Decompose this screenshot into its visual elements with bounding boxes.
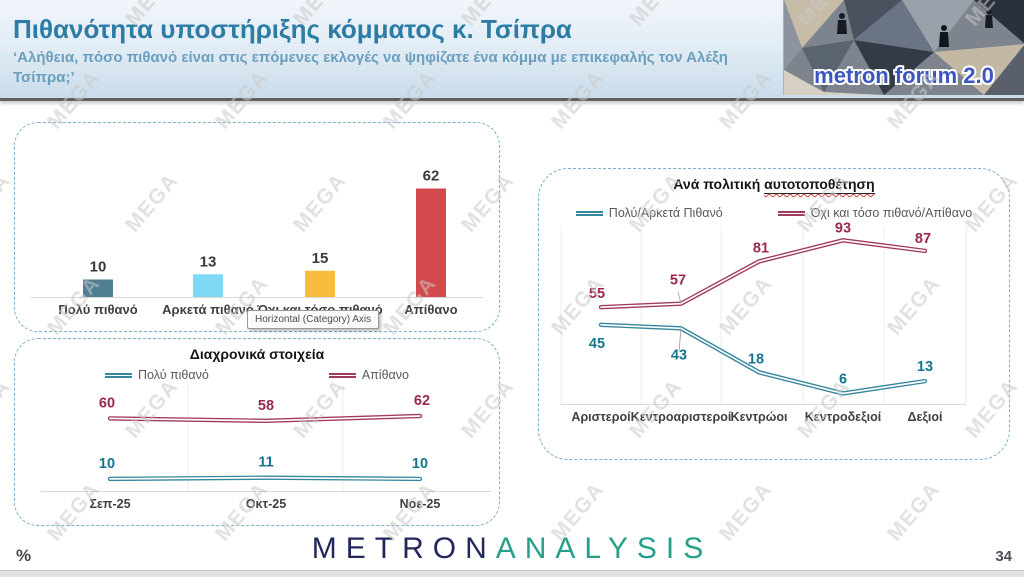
x-axis-label: Νοε-25 [400,497,441,511]
chart-title-political: Ανά πολιτική αυτοτοποθέτηση [539,176,1009,194]
page-title: Πιθανότητα υποστήριξης κόμματος κ. Τσίπρ… [13,14,572,44]
x-axis-label: Κεντρώοι [731,410,788,424]
data-label: 13 [917,359,933,375]
bar-value-label: 10 [90,259,107,276]
political-line-chart[interactable]: Αριστεροί Κεντροαριστεροί Κεντρώοι Κεντροδε… [539,169,1009,459]
chart-title-underlined: αυτοτοποθέτηση [764,176,875,194]
legend-time-series: Πολύ πιθανό Απίθανο [15,368,499,382]
bar-category-label: Απίθανο [404,302,457,317]
legend-label: Απίθανο [361,368,409,382]
data-label: 11 [258,455,273,471]
legend-political: Πολύ/Αρκετά Πιθανό Όχι και τόσο πιθανό/Α… [539,206,1009,220]
bar-value-label: 15 [312,250,329,267]
legend-swatch-red [777,210,805,216]
axis-tooltip: Horizontal (Category) Axis [247,310,380,329]
data-label: 62 [414,393,430,409]
data-label: 93 [835,220,851,236]
x-axis-label: Κεντροαριστεροί [631,410,732,424]
legend-label: Όχι και τόσο πιθανό/Απίθανο [810,206,973,220]
brand-analysis: ANALYSIS [495,532,713,565]
label-leader-line [677,291,682,304]
label-leader-line [678,328,682,352]
bar-value-label: 62 [423,168,440,185]
footer-bar [0,570,1024,577]
data-label: 6 [839,371,847,387]
legend-item: Πολύ πιθανό [105,368,209,382]
x-axis-label: Αριστεροί [571,410,631,424]
data-label: 81 [753,240,769,256]
bar-value-label: 13 [200,253,217,270]
x-axis-label: Δεξιοί [907,410,943,424]
percent-label: % [16,546,32,565]
data-label: 18 [748,351,764,367]
data-label: 10 [412,456,428,472]
data-label: 43 [671,347,687,363]
data-label: 10 [99,456,115,472]
data-label: 57 [670,273,686,289]
brand-metron: METRON [311,532,496,565]
data-label: 55 [589,286,605,302]
bar-category-label: Πολύ πιθανό [58,302,137,317]
x-axis-label: Οκτ-25 [246,497,286,511]
series-line-inner [600,323,926,395]
metron-analysis-logo: METRONANALYSIS [312,532,713,566]
data-label: 60 [99,395,115,411]
x-axis-label: Σεπ-25 [89,497,130,511]
panel-time-series: Διαχρονικά στοιχεία Πολύ πιθανό Απίθανο … [14,338,500,526]
slide-header: Πιθανότητα υποστήριξης κόμματος κ. Τσίπρ… [0,0,1024,101]
chart-title-plain: Ανά πολιτική [673,176,761,192]
series-line-inner [109,476,421,480]
series-line-inner [109,415,421,422]
bar[interactable] [83,279,113,298]
bar[interactable] [305,270,335,297]
legend-swatch-red [328,372,356,378]
page-number: 34 [995,548,1012,565]
data-label: 87 [915,231,931,247]
data-label: 45 [589,336,605,352]
mega-watermark: MEGA [883,477,946,546]
bar[interactable] [416,188,446,298]
legend-item: Πολύ/Αρκετά Πιθανό [575,206,723,220]
trend-line-chart[interactable]: Σεπ-25 Οκτ-25 Νοε-25 10 11 10 60 58 62 [15,383,499,525]
series-line-inner [600,239,926,309]
metron-forum-logo: metron forum 2.0 [783,0,1024,95]
legend-label: Πολύ πιθανό [138,368,209,382]
data-label: 58 [258,398,274,414]
legend-item: Απίθανο [328,368,409,382]
chart-title-time-series: Διαχρονικά στοιχεία [189,346,325,362]
bar-category-label: Αρκετά πιθανό [162,302,254,317]
logo-text: metron forum 2.0 [814,63,994,88]
bar[interactable] [193,274,223,297]
mosaic-photo: metron forum 2.0 [784,0,1024,95]
x-axis-label: Κεντροδεξιοί [805,410,882,424]
legend-swatch-teal [575,210,603,216]
mega-watermark: MEGA [715,477,778,546]
legend-swatch-teal [105,372,133,378]
panel-political-self-placement: Αριστεροί Κεντροαριστεροί Κεντρώοι Κεντροδε… [538,168,1010,460]
survey-question-subtitle: ‘Αλήθεια, πόσο πιθανό είναι στις επόμενε… [13,49,728,87]
legend-label: Πολύ/Αρκετά Πιθανό [608,206,723,220]
legend-item: Όχι και τόσο πιθανό/Απίθανο [777,206,973,220]
